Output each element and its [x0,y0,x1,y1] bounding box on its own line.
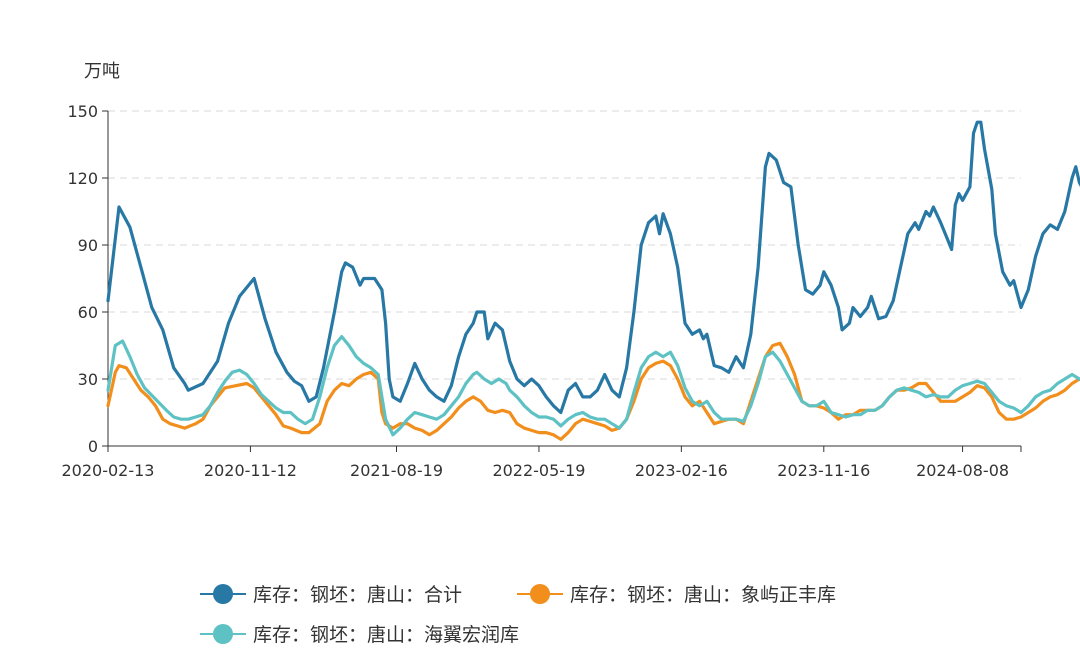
y-tick-label: 60 [78,303,98,322]
x-tick-label: 2020-02-13 [62,461,155,480]
y-tick-label: 150 [67,102,98,121]
y-tick-label: 120 [67,169,98,188]
legend-label: 库存：钢坯：唐山：象屿正丰库 [570,584,836,606]
x-tick-label: 2024-08-08 [916,461,1009,480]
y-tick-label: 30 [78,370,98,389]
legend-label: 库存：钢坯：唐山：合计 [253,584,462,606]
legend-swatch-marker [213,584,233,604]
x-tick-label: 2023-02-16 [635,461,728,480]
x-tick-label: 2023-11-16 [777,461,870,480]
series-lines [106,120,1080,441]
x-axis: 2020-02-13 2020-11-12 2021-08-19 2022-05-19… [62,445,1022,480]
x-tick-label: 2020-11-12 [204,461,297,480]
y-tick-label: 90 [78,236,98,255]
legend-label: 库存：钢坯：唐山：海翼宏润库 [253,624,519,646]
legend-swatch-marker [530,584,550,604]
series-line-1 [106,120,1080,415]
series-line-3 [106,335,1080,437]
y-axis-unit-label: 万吨 [84,61,120,82]
series-line-2 [106,341,1080,441]
legend-item-3[interactable]: 库存：钢坯：唐山：海翼宏润库 [200,624,519,646]
legend-swatch-marker [213,624,233,644]
grid-lines [108,110,1021,380]
x-tick-label: 2022-05-19 [492,461,585,480]
y-axis-ticks: 0 30 60 90 120 150 [67,102,109,456]
legend-item-1[interactable]: 库存：钢坯：唐山：合计 [200,584,462,606]
x-tick-label: 2021-08-19 [350,461,443,480]
legend-item-2[interactable]: 库存：钢坯：唐山：象屿正丰库 [517,584,836,606]
y-tick-label: 0 [88,437,98,456]
